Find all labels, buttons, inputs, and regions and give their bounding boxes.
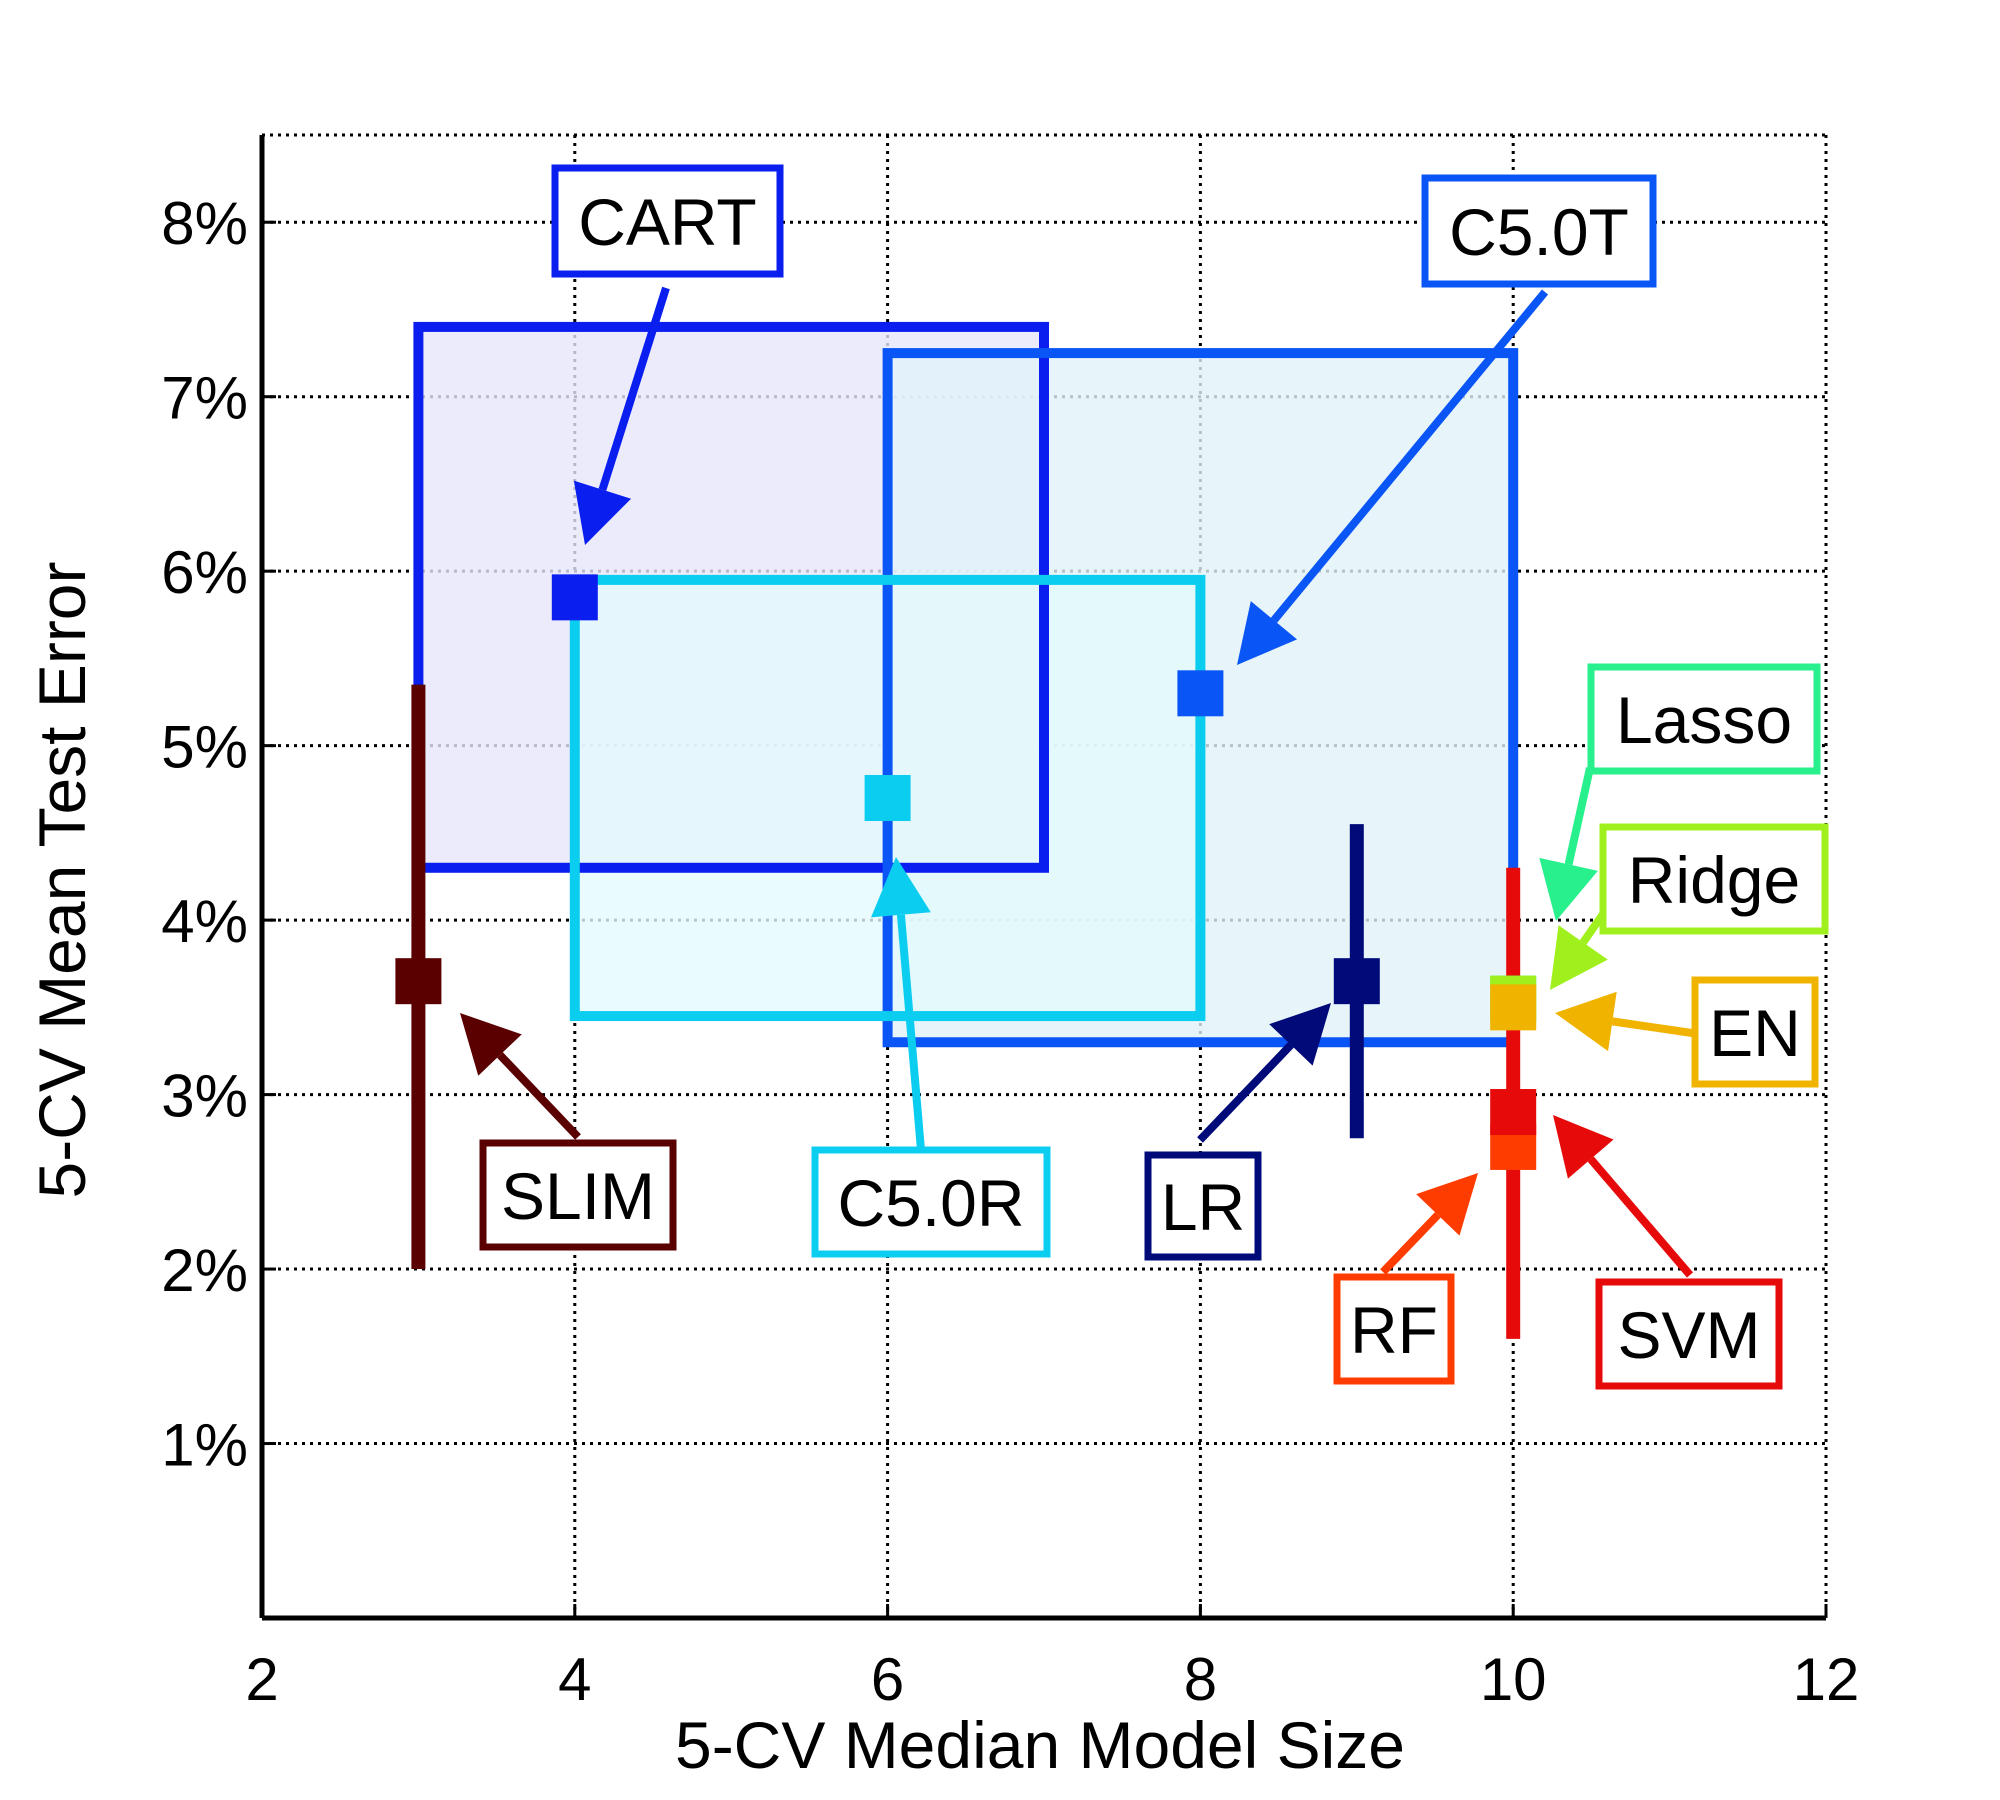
label-box-svm <box>1595 1278 1783 1390</box>
label-ridge: Ridge <box>1628 843 1800 917</box>
label-slim: SLIM <box>501 1159 655 1233</box>
point-c5-0t <box>1177 670 1224 717</box>
callout-lasso: Lasso <box>1539 663 1821 921</box>
x-axis-title: 5-CV Median Model Size <box>675 1708 1405 1782</box>
point-lr <box>1333 958 1380 1005</box>
label-rf: RF <box>1350 1293 1438 1367</box>
arrow-shaft-rf <box>1380 1212 1441 1275</box>
arrow-head-lasso <box>1539 857 1598 921</box>
callout-slim: SLIM <box>460 1013 677 1251</box>
arrow-shaft-lr <box>1197 1042 1294 1143</box>
label-svm: SVM <box>1617 1298 1760 1372</box>
y-tick-label: 3% <box>161 1063 248 1130</box>
label-box-lr <box>1144 1151 1262 1261</box>
region-c5-0t <box>882 348 1519 1048</box>
arrow-head-slim <box>460 1013 522 1076</box>
y-tick-label: 7% <box>161 365 248 432</box>
arrow-shaft-cart <box>598 286 670 491</box>
label-c5-0t: C5.0T <box>1449 195 1629 269</box>
arrow-shaft-lasso <box>1564 767 1594 866</box>
arrow-shaft-slim <box>497 1052 581 1140</box>
label-lasso: Lasso <box>1616 683 1792 757</box>
callout-svm: SVM <box>1553 1115 1783 1390</box>
point-svm <box>1490 1089 1537 1136</box>
label-box-lasso <box>1587 663 1821 775</box>
callout-layer: CART C5.0T C5.0R SLIM LR Lasso Ridge EN RF SVM <box>460 164 1829 1390</box>
label-box-rf <box>1333 1273 1455 1385</box>
arrow-head-c5-0r <box>871 857 931 918</box>
y-tick-label: 6% <box>161 539 248 606</box>
arrow-head-cart <box>573 480 632 545</box>
region-c5-0r <box>569 574 1206 1022</box>
label-box-c5-0r <box>811 1146 1051 1258</box>
x-tick-label: 8 <box>1184 1646 1217 1713</box>
label-box-c5-0t <box>1421 174 1657 288</box>
y-tick-label: 4% <box>161 888 248 955</box>
y-axis-title: 5-CV Mean Test Error <box>25 562 99 1199</box>
point-c5-0r <box>864 774 911 821</box>
label-lr: LR <box>1161 1170 1245 1244</box>
arrow-shaft-en <box>1611 1017 1693 1037</box>
callout-c5-0r: C5.0R <box>811 857 1051 1258</box>
callout-c5-0t: C5.0T <box>1237 174 1657 665</box>
callout-en: EN <box>1555 976 1819 1088</box>
label-cart: CART <box>578 185 756 259</box>
point-slim <box>395 958 442 1005</box>
x-tick-label: 6 <box>871 1646 904 1713</box>
callout-rf: RF <box>1333 1173 1478 1385</box>
arrow-head-ridge <box>1550 925 1608 990</box>
callout-cart: CART <box>551 164 784 545</box>
arrow-head-svm <box>1553 1115 1614 1179</box>
point-en <box>1490 984 1537 1031</box>
x-tick-label: 4 <box>558 1646 591 1713</box>
tick-labels: 2 4 6 8 10 12 1% 2% 3% 4% 5% 6% 7% 8% <box>161 190 1859 1713</box>
arrow-shaft-c5-0r <box>896 914 925 1151</box>
arrow-head-c5-0t <box>1237 601 1298 665</box>
arrow-shaft-ridge <box>1579 911 1607 945</box>
arrow-shaft-svm <box>1587 1156 1694 1278</box>
label-en: EN <box>1709 996 1801 1070</box>
arrow-head-en <box>1555 991 1617 1052</box>
x-tick-label: 12 <box>1793 1646 1860 1713</box>
y-tick-label: 5% <box>161 714 248 781</box>
label-box-ridge <box>1599 823 1829 935</box>
arrow-head-rf <box>1416 1173 1478 1236</box>
arrow-shaft-c5-0t <box>1270 289 1549 623</box>
arrow-head-lr <box>1269 1003 1331 1066</box>
y-tick-label: 1% <box>161 1412 248 1479</box>
label-c5-0r: C5.0R <box>837 1166 1024 1240</box>
axes <box>259 135 1828 1621</box>
x-tick-label: 10 <box>1480 1646 1547 1713</box>
region-cart <box>413 321 1049 873</box>
y-tick-label: 8% <box>161 190 248 257</box>
marker-layer <box>395 574 1537 1170</box>
callout-ridge: Ridge <box>1550 823 1829 990</box>
callout-lr: LR <box>1144 1003 1331 1261</box>
y-tick-label: 2% <box>161 1237 248 1304</box>
point-cart <box>551 574 598 621</box>
label-box-en <box>1691 976 1819 1088</box>
label-box-cart <box>551 164 784 278</box>
region-layer <box>413 321 1519 1048</box>
label-box-slim <box>479 1139 677 1251</box>
x-tick-label: 2 <box>245 1646 278 1713</box>
